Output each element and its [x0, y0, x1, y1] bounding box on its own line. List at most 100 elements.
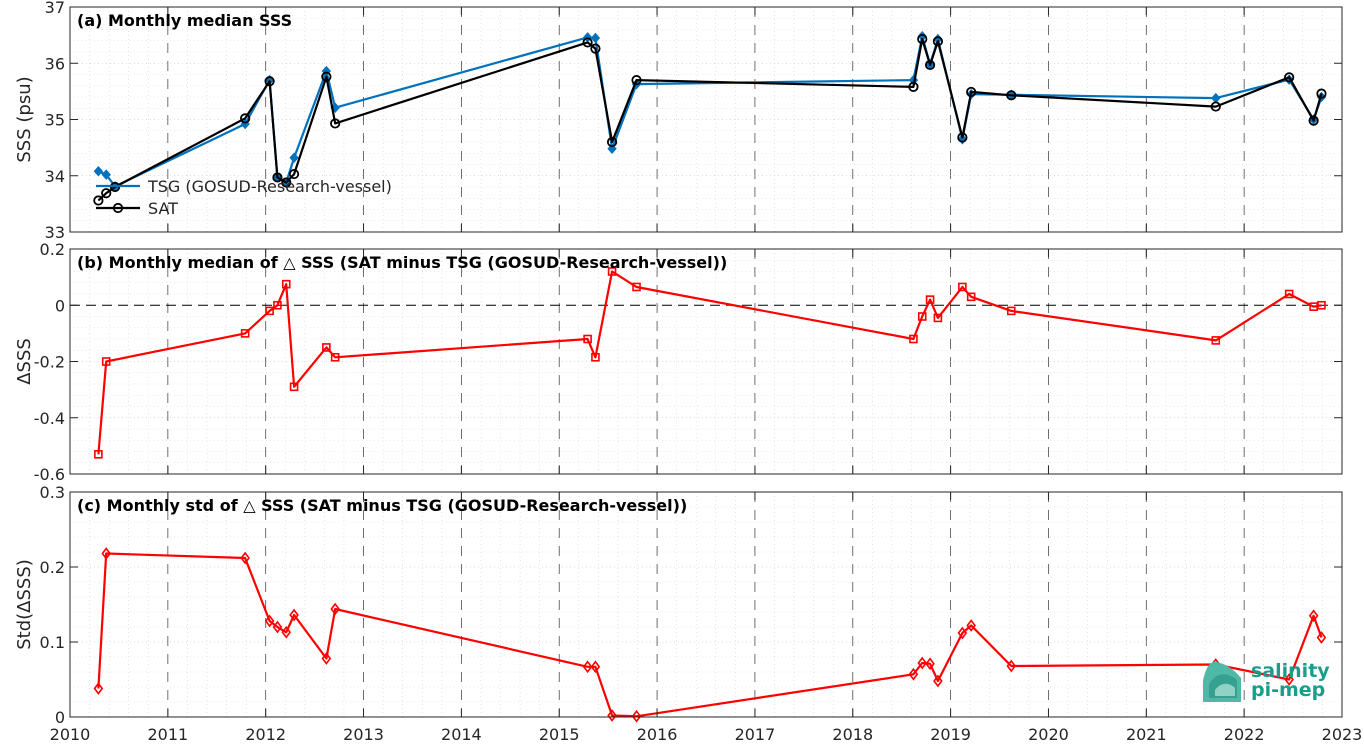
data-point — [1284, 72, 1295, 83]
data-point — [908, 667, 919, 681]
data-point — [281, 279, 291, 289]
data-point — [1284, 289, 1294, 299]
x-tick-label: 2022 — [1224, 725, 1265, 744]
data-point — [966, 86, 977, 98]
legend: TSG (GOSUD-Research-vessel) SAT — [96, 177, 392, 218]
legend-label-1: SAT — [148, 199, 178, 218]
data-point — [607, 709, 617, 722]
data-point — [281, 177, 292, 188]
legend-marker-1 — [112, 202, 124, 214]
x-tick-label: 2014 — [441, 725, 482, 744]
y-axis-label: SSS (psu) — [14, 76, 35, 162]
data-point — [94, 450, 103, 459]
data-point — [1211, 336, 1221, 345]
y-tick-label: 0.2 — [40, 240, 65, 259]
data-point — [1308, 609, 1319, 623]
salinity-pimep-logo: salinity pi-mep — [1203, 660, 1330, 702]
data-point — [321, 652, 332, 665]
data-point — [289, 608, 299, 622]
y-tick-label: 0.3 — [40, 483, 65, 502]
data-point — [330, 352, 340, 362]
data-point — [272, 172, 283, 183]
y-tick-label: 0.1 — [40, 633, 65, 652]
y-axis-label: Std(ΔSSS) — [14, 559, 35, 650]
data-point — [933, 674, 943, 688]
legend-label-0: TSG (GOSUD-Research-vessel) — [147, 177, 392, 196]
x-tick-label: 2013 — [343, 725, 384, 744]
data-point — [590, 43, 601, 54]
data-point — [281, 625, 292, 639]
data-point — [272, 620, 283, 634]
data-point — [958, 282, 967, 292]
data-point — [273, 300, 282, 310]
y-tick-label: 37 — [45, 0, 65, 17]
x-tick-label: 2021 — [1126, 725, 1167, 744]
y-tick-label: -0.6 — [34, 465, 65, 484]
logo-line1: salinity — [1251, 660, 1330, 682]
x-tick-label: 2020 — [1028, 725, 1069, 744]
data-point — [240, 113, 251, 124]
y-tick-label: 36 — [45, 54, 65, 73]
data-point — [265, 306, 274, 316]
data-point — [582, 660, 593, 674]
data-point — [582, 37, 593, 48]
data-point — [1316, 88, 1327, 99]
panel-b: -0.6 -0.4 -0.2 0 0.2 ΔSSS (b) Monthly median o… — [14, 240, 1343, 484]
data-point — [591, 352, 600, 362]
data-point — [590, 32, 601, 44]
data-point — [957, 133, 968, 145]
data-point — [631, 75, 642, 86]
data-point — [1308, 115, 1319, 126]
data-point — [289, 382, 299, 392]
x-tick-label: 2016 — [637, 725, 678, 744]
x-tick-label: 2010 — [50, 725, 91, 744]
x-tick-label: 2019 — [930, 725, 971, 744]
data-point — [966, 619, 976, 632]
y-tick-label: 34 — [45, 167, 65, 186]
data-point — [101, 169, 111, 180]
data-point — [925, 657, 935, 671]
data-point — [288, 168, 300, 180]
series-line-0 — [97, 270, 1322, 455]
data-point — [583, 334, 592, 344]
data-point — [264, 614, 275, 628]
axes-box — [69, 491, 1343, 718]
data-point — [101, 357, 111, 366]
data-point — [330, 602, 340, 616]
data-point — [1309, 302, 1318, 311]
data-point — [966, 292, 976, 302]
data-point — [909, 334, 918, 344]
data-point — [957, 132, 968, 143]
data-point — [93, 195, 104, 206]
y-tick-label: 35 — [45, 111, 65, 130]
y-tick-label: 33 — [45, 223, 65, 242]
data-point — [1006, 306, 1016, 316]
y-tick-label: 0.2 — [40, 558, 65, 577]
data-point — [908, 81, 919, 92]
panel-title: (a) Monthly median SSS — [77, 11, 292, 30]
data-point — [932, 36, 943, 47]
data-point — [321, 71, 332, 82]
data-point — [631, 709, 642, 723]
data-point — [93, 165, 104, 177]
data-point — [264, 76, 275, 87]
data-point — [330, 118, 341, 129]
data-point — [1211, 92, 1221, 104]
data-point — [1317, 300, 1326, 310]
y-axis-label: ΔSSS — [14, 338, 35, 385]
data-point — [924, 59, 936, 71]
data-point — [101, 547, 112, 560]
data-point — [93, 682, 104, 695]
x-tick-label: 2012 — [245, 725, 286, 744]
series-line-0 — [97, 35, 1323, 188]
data-point — [322, 343, 331, 352]
data-point — [101, 188, 112, 199]
data-point — [917, 312, 927, 321]
data-point — [1210, 101, 1221, 112]
data-point — [289, 152, 299, 164]
y-tick-label: -0.2 — [34, 353, 65, 372]
data-point — [925, 295, 935, 304]
y-tick-label: 0 — [55, 296, 65, 315]
data-point — [917, 656, 928, 670]
